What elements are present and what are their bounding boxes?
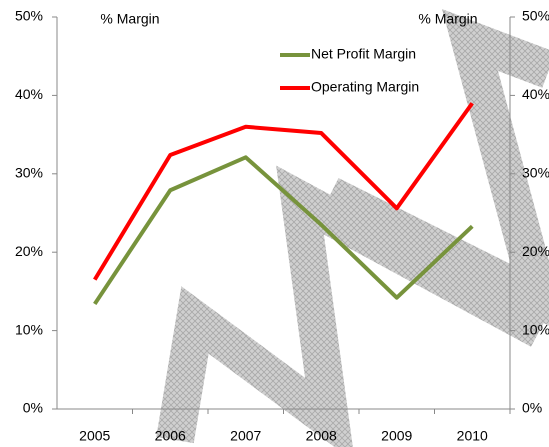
y2-tick-label: 40% <box>522 86 549 102</box>
y-axis-label: % Margin <box>100 11 159 27</box>
y2-tick-label: 20% <box>522 243 549 259</box>
y-tick-label: 50% <box>15 8 43 24</box>
x-tick-label: 2006 <box>155 428 186 444</box>
y2-tick-label: 0% <box>522 400 542 416</box>
y-tick-label: 20% <box>15 243 43 259</box>
legend-label: Net Profit Margin <box>311 46 416 62</box>
y-tick-label: 10% <box>15 321 43 337</box>
legend-label: Operating Margin <box>311 79 419 95</box>
chart: % Margin % Margin 0% 10% 20% 30% 40% 50% 0% 10%… <box>0 0 549 447</box>
y2-tick-label: 10% <box>522 321 549 337</box>
x-tick-label: 2010 <box>457 428 488 444</box>
y-tick-label: 30% <box>15 165 43 181</box>
y-tick-label: 40% <box>15 86 43 102</box>
y2-tick-label: 30% <box>522 165 549 181</box>
y-tick-label: 0% <box>23 400 43 416</box>
x-tick-label: 2005 <box>79 428 110 444</box>
y2-axis-label: % Margin <box>418 11 477 27</box>
y2-tick-label: 50% <box>522 8 549 24</box>
x-tick-label: 2009 <box>381 428 412 444</box>
x-tick-label: 2008 <box>306 428 337 444</box>
x-tick-label: 2007 <box>230 428 261 444</box>
watermark <box>175 40 549 440</box>
